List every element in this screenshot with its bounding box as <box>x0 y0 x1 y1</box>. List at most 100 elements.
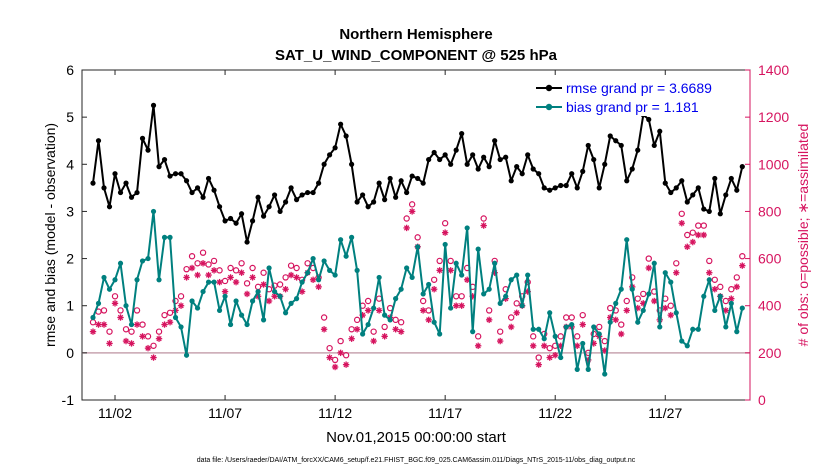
data-point-bias <box>492 260 498 266</box>
data-point-bias <box>117 260 124 266</box>
obs-assimilated-marker <box>480 222 487 229</box>
series-bias <box>90 208 745 377</box>
obs-possible-marker <box>678 210 685 217</box>
obs-possible-marker <box>711 276 718 283</box>
legend-bias-label: bias grand pr = 1.181 <box>566 99 699 115</box>
obs-count-markers <box>89 201 746 371</box>
obs-assimilated-marker <box>199 260 207 267</box>
data-point-rmse <box>574 185 580 191</box>
obs-possible-marker <box>722 297 729 305</box>
obs-possible-marker <box>133 307 141 314</box>
data-point-bias <box>156 277 162 283</box>
star-stroke <box>679 220 685 226</box>
star-stroke <box>183 274 190 281</box>
obs-possible-marker <box>700 222 707 229</box>
obs-possible-marker <box>441 220 449 227</box>
data-point-bias <box>602 371 608 377</box>
data-point-rmse <box>668 189 674 196</box>
star-stroke <box>101 321 107 328</box>
obs-possible-marker <box>629 274 636 281</box>
obs-assimilated-marker <box>530 342 537 349</box>
obs-possible-marker <box>353 316 361 324</box>
data-point-bias <box>404 265 410 271</box>
y-axis-right: 0 200 400 600 800 1000 1200 1400 <box>745 62 789 408</box>
obs-assimilated-marker <box>678 220 685 227</box>
obs-assimilated-marker <box>651 297 658 305</box>
data-point-rmse <box>183 178 190 184</box>
data-point-bias <box>574 366 580 372</box>
data-point-rmse <box>739 164 745 170</box>
data-point-rmse <box>244 239 250 245</box>
data-point-bias <box>233 298 239 304</box>
data-point-bias <box>145 255 151 262</box>
data-point-bias <box>255 288 261 295</box>
data-point-rmse <box>233 220 239 226</box>
data-point-bias <box>448 305 454 311</box>
obs-possible-marker <box>414 234 421 241</box>
data-point-rmse <box>349 161 355 167</box>
obs-possible-marker <box>623 297 630 305</box>
obs-possible-marker <box>579 311 586 319</box>
obs-assimilated-marker <box>706 269 713 276</box>
obs-possible-marker <box>474 333 482 340</box>
obs-assimilated-marker <box>144 344 152 352</box>
star-stroke <box>381 333 388 340</box>
star-stroke <box>662 305 668 311</box>
star-stroke <box>315 284 322 290</box>
obs-assimilated-marker <box>117 314 124 321</box>
data-point-rmse <box>266 204 272 210</box>
obs-possible-marker <box>739 253 746 260</box>
obs-assimilated-marker <box>128 340 135 347</box>
data-point-bias <box>475 246 481 252</box>
data-point-bias <box>150 208 157 215</box>
data-point-rmse <box>558 182 564 189</box>
obs-possible-marker <box>287 262 295 269</box>
data-point-bias <box>327 267 333 273</box>
obs-assimilated-marker <box>430 286 438 293</box>
data-point-bias <box>514 272 520 278</box>
data-point-rmse <box>156 164 162 170</box>
data-point-rmse <box>382 197 388 203</box>
star-stroke <box>222 288 228 295</box>
data-point-bias <box>668 279 674 285</box>
obs-assimilated-marker <box>271 293 278 300</box>
data-point-bias <box>706 277 712 283</box>
data-point-bias <box>728 300 734 306</box>
data-point-rmse <box>371 199 377 205</box>
star-stroke <box>178 303 184 309</box>
data-point-bias <box>321 258 327 264</box>
data-point-bias <box>679 338 685 344</box>
data-point-bias <box>486 286 492 292</box>
star-stroke <box>348 336 355 342</box>
obs-assimilated-marker <box>315 283 322 291</box>
y-left-tick-label: 5 <box>66 109 74 125</box>
data-point-bias <box>282 310 289 316</box>
star-stroke <box>266 298 272 304</box>
obs-assimilated-marker <box>260 281 267 288</box>
obs-possible-marker <box>596 323 603 331</box>
obs-assimilated-marker <box>739 262 746 269</box>
data-point-rmse <box>596 185 602 191</box>
data-point-rmse <box>580 168 586 174</box>
y-right-tick-label: 1000 <box>758 156 789 172</box>
star-stroke <box>167 319 173 325</box>
obs-assimilated-marker <box>695 231 702 239</box>
data-point-bias <box>200 288 206 295</box>
data-point-bias <box>277 293 283 299</box>
star-stroke <box>447 267 454 274</box>
data-point-rmse <box>282 199 289 205</box>
obs-possible-marker <box>717 283 724 291</box>
data-point-bias <box>222 293 228 299</box>
data-point-bias <box>161 234 168 240</box>
star-stroke <box>574 343 580 349</box>
obs-possible-marker <box>706 257 713 265</box>
star-stroke <box>453 303 459 309</box>
obs-possible-marker <box>276 281 284 288</box>
data-point-rmse <box>673 185 679 191</box>
obs-assimilated-marker <box>326 354 333 361</box>
star-stroke <box>288 272 294 278</box>
data-point-rmse <box>194 185 201 191</box>
legend-rmse-marker <box>545 84 553 92</box>
data-point-bias <box>662 270 668 276</box>
data-point-bias <box>376 274 382 281</box>
